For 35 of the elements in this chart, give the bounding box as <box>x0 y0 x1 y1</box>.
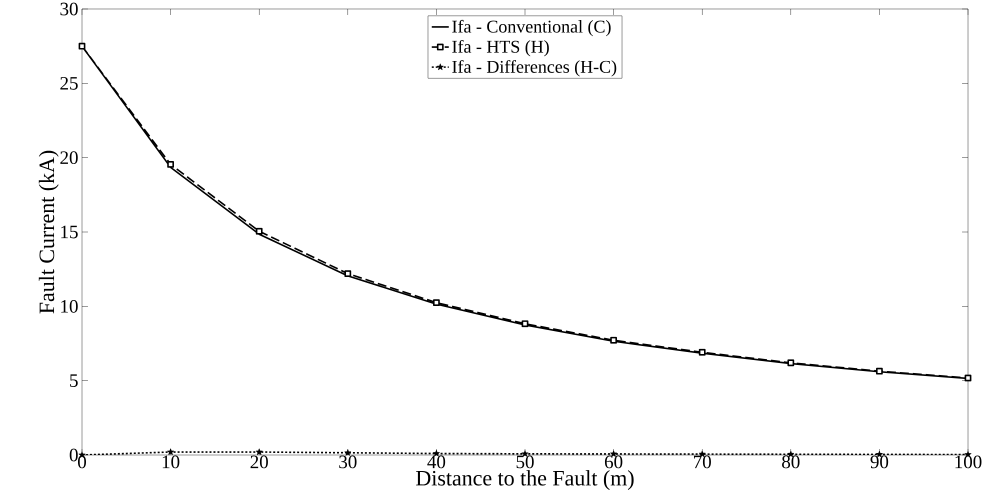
point <box>256 448 263 456</box>
y-tick-label: 10 <box>61 300 78 313</box>
x-tick-label: 30 <box>339 456 357 468</box>
point <box>344 270 352 278</box>
x-tick-label: 50 <box>516 456 534 468</box>
point <box>698 348 706 356</box>
point <box>344 449 352 456</box>
x-axis-title: Distance to the Fault (m) <box>416 470 634 490</box>
point <box>167 448 174 456</box>
point <box>787 359 794 366</box>
point <box>78 42 86 50</box>
legend-label: Ifa - Differences (H-C) <box>452 60 616 77</box>
x-tick-label: 70 <box>694 456 711 468</box>
x-tick-label: 100 <box>955 456 982 468</box>
legend-label: Ifa - Conventional (C) <box>452 20 611 36</box>
y-axis-title: Fault Current (kA) <box>38 150 59 314</box>
x-tick-label: 10 <box>162 456 180 468</box>
y-tick-label: 5 <box>70 374 78 387</box>
y-tick-label: 15 <box>61 226 78 238</box>
y-tick-label: 30 <box>60 2 78 16</box>
x-tick-label: 60 <box>604 456 622 468</box>
x-tick-label: 80 <box>782 456 800 468</box>
x-tick-label: 20 <box>250 456 268 468</box>
point <box>964 374 972 382</box>
point <box>256 228 263 235</box>
point <box>167 160 174 168</box>
y-tick-label: 20 <box>60 151 78 164</box>
point <box>610 336 617 344</box>
y-tick-label: 25 <box>60 76 78 90</box>
legend-label: Ifa - HTS (H) <box>452 40 549 56</box>
point <box>876 368 883 375</box>
x-tick-label: 90 <box>870 456 888 468</box>
point <box>522 320 528 328</box>
x-tick-label: 40 <box>427 456 446 468</box>
point <box>433 299 440 306</box>
